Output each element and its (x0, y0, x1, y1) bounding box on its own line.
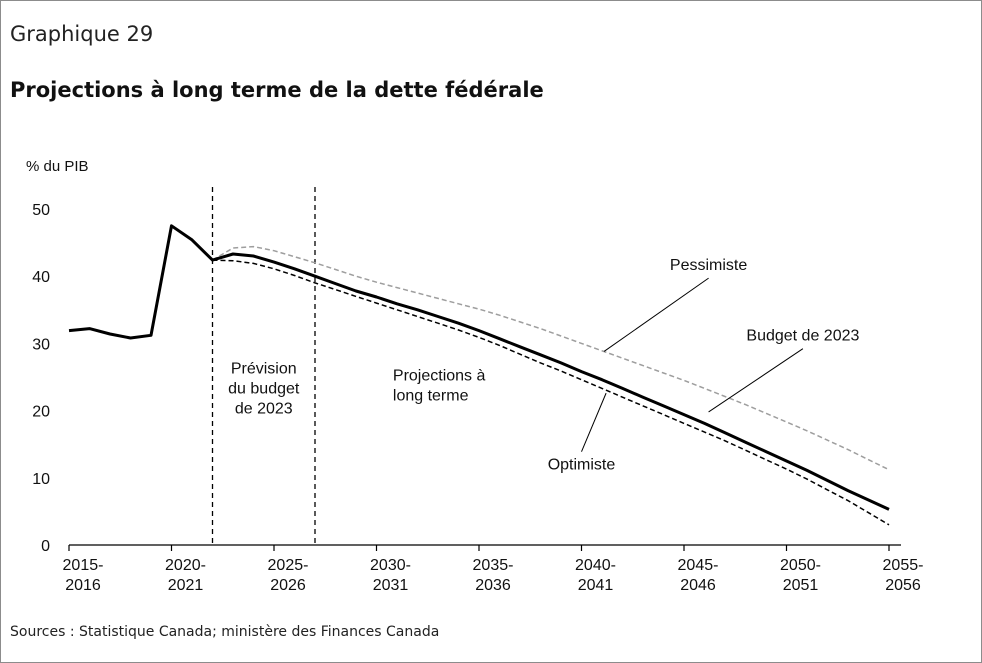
series-label: Optimiste (548, 457, 616, 474)
x-tick-label: 2035- (473, 557, 514, 574)
x-tick-label: 2015- (63, 557, 104, 574)
y-tick-label: 30 (32, 336, 50, 353)
region-label: de 2023 (235, 401, 293, 418)
chart-title: Projections à long terme de la dette féd… (10, 78, 544, 102)
source-note: Sources : Statistique Canada; ministère … (10, 624, 440, 640)
x-tick-label: 2050- (780, 557, 821, 574)
annotation-leader (708, 348, 804, 413)
y-tick-label: 0 (41, 538, 50, 555)
x-tick-label: 2026 (270, 577, 306, 594)
y-tick-label: 20 (32, 404, 50, 421)
x-tick-label: 2036 (475, 577, 511, 594)
x-tick-label: 2041 (578, 577, 614, 594)
y-tick-label: 10 (32, 471, 50, 488)
x-tick-label: 2046 (680, 577, 716, 594)
y-tick-label: 40 (32, 269, 50, 286)
y-tick-label: 50 (32, 202, 50, 219)
x-tick-label: 2045- (678, 557, 719, 574)
x-tick-label: 2056 (885, 577, 921, 594)
series-label: Pessimiste (670, 257, 747, 274)
region-label: long terme (393, 387, 469, 404)
series-line-budget-de-2023 (68, 224, 890, 511)
x-tick-label: 2040- (575, 557, 616, 574)
chart-number-label: Graphique 29 (10, 22, 154, 46)
series-label: Budget de 2023 (746, 328, 859, 345)
series-line-pessimiste (212, 245, 890, 471)
y-axis-title: % du PIB (26, 158, 89, 175)
x-tick-label: 2020- (165, 557, 206, 574)
x-tick-label: 2030- (370, 557, 411, 574)
x-tick-label: 2025- (268, 557, 309, 574)
series-line-optimiste (212, 259, 890, 526)
region-label: du budget (228, 381, 300, 398)
x-tick-label: 2016 (65, 577, 101, 594)
x-tick-label: 2055- (883, 557, 924, 574)
x-tick-label: 2021 (168, 577, 204, 594)
x-tick-label: 2051 (783, 577, 819, 594)
annotation-leader (603, 277, 709, 352)
region-label: Prévision (231, 361, 297, 378)
annotation-leader (581, 392, 607, 452)
region-label: Projections à (393, 367, 486, 384)
x-tick-label: 2031 (373, 577, 409, 594)
